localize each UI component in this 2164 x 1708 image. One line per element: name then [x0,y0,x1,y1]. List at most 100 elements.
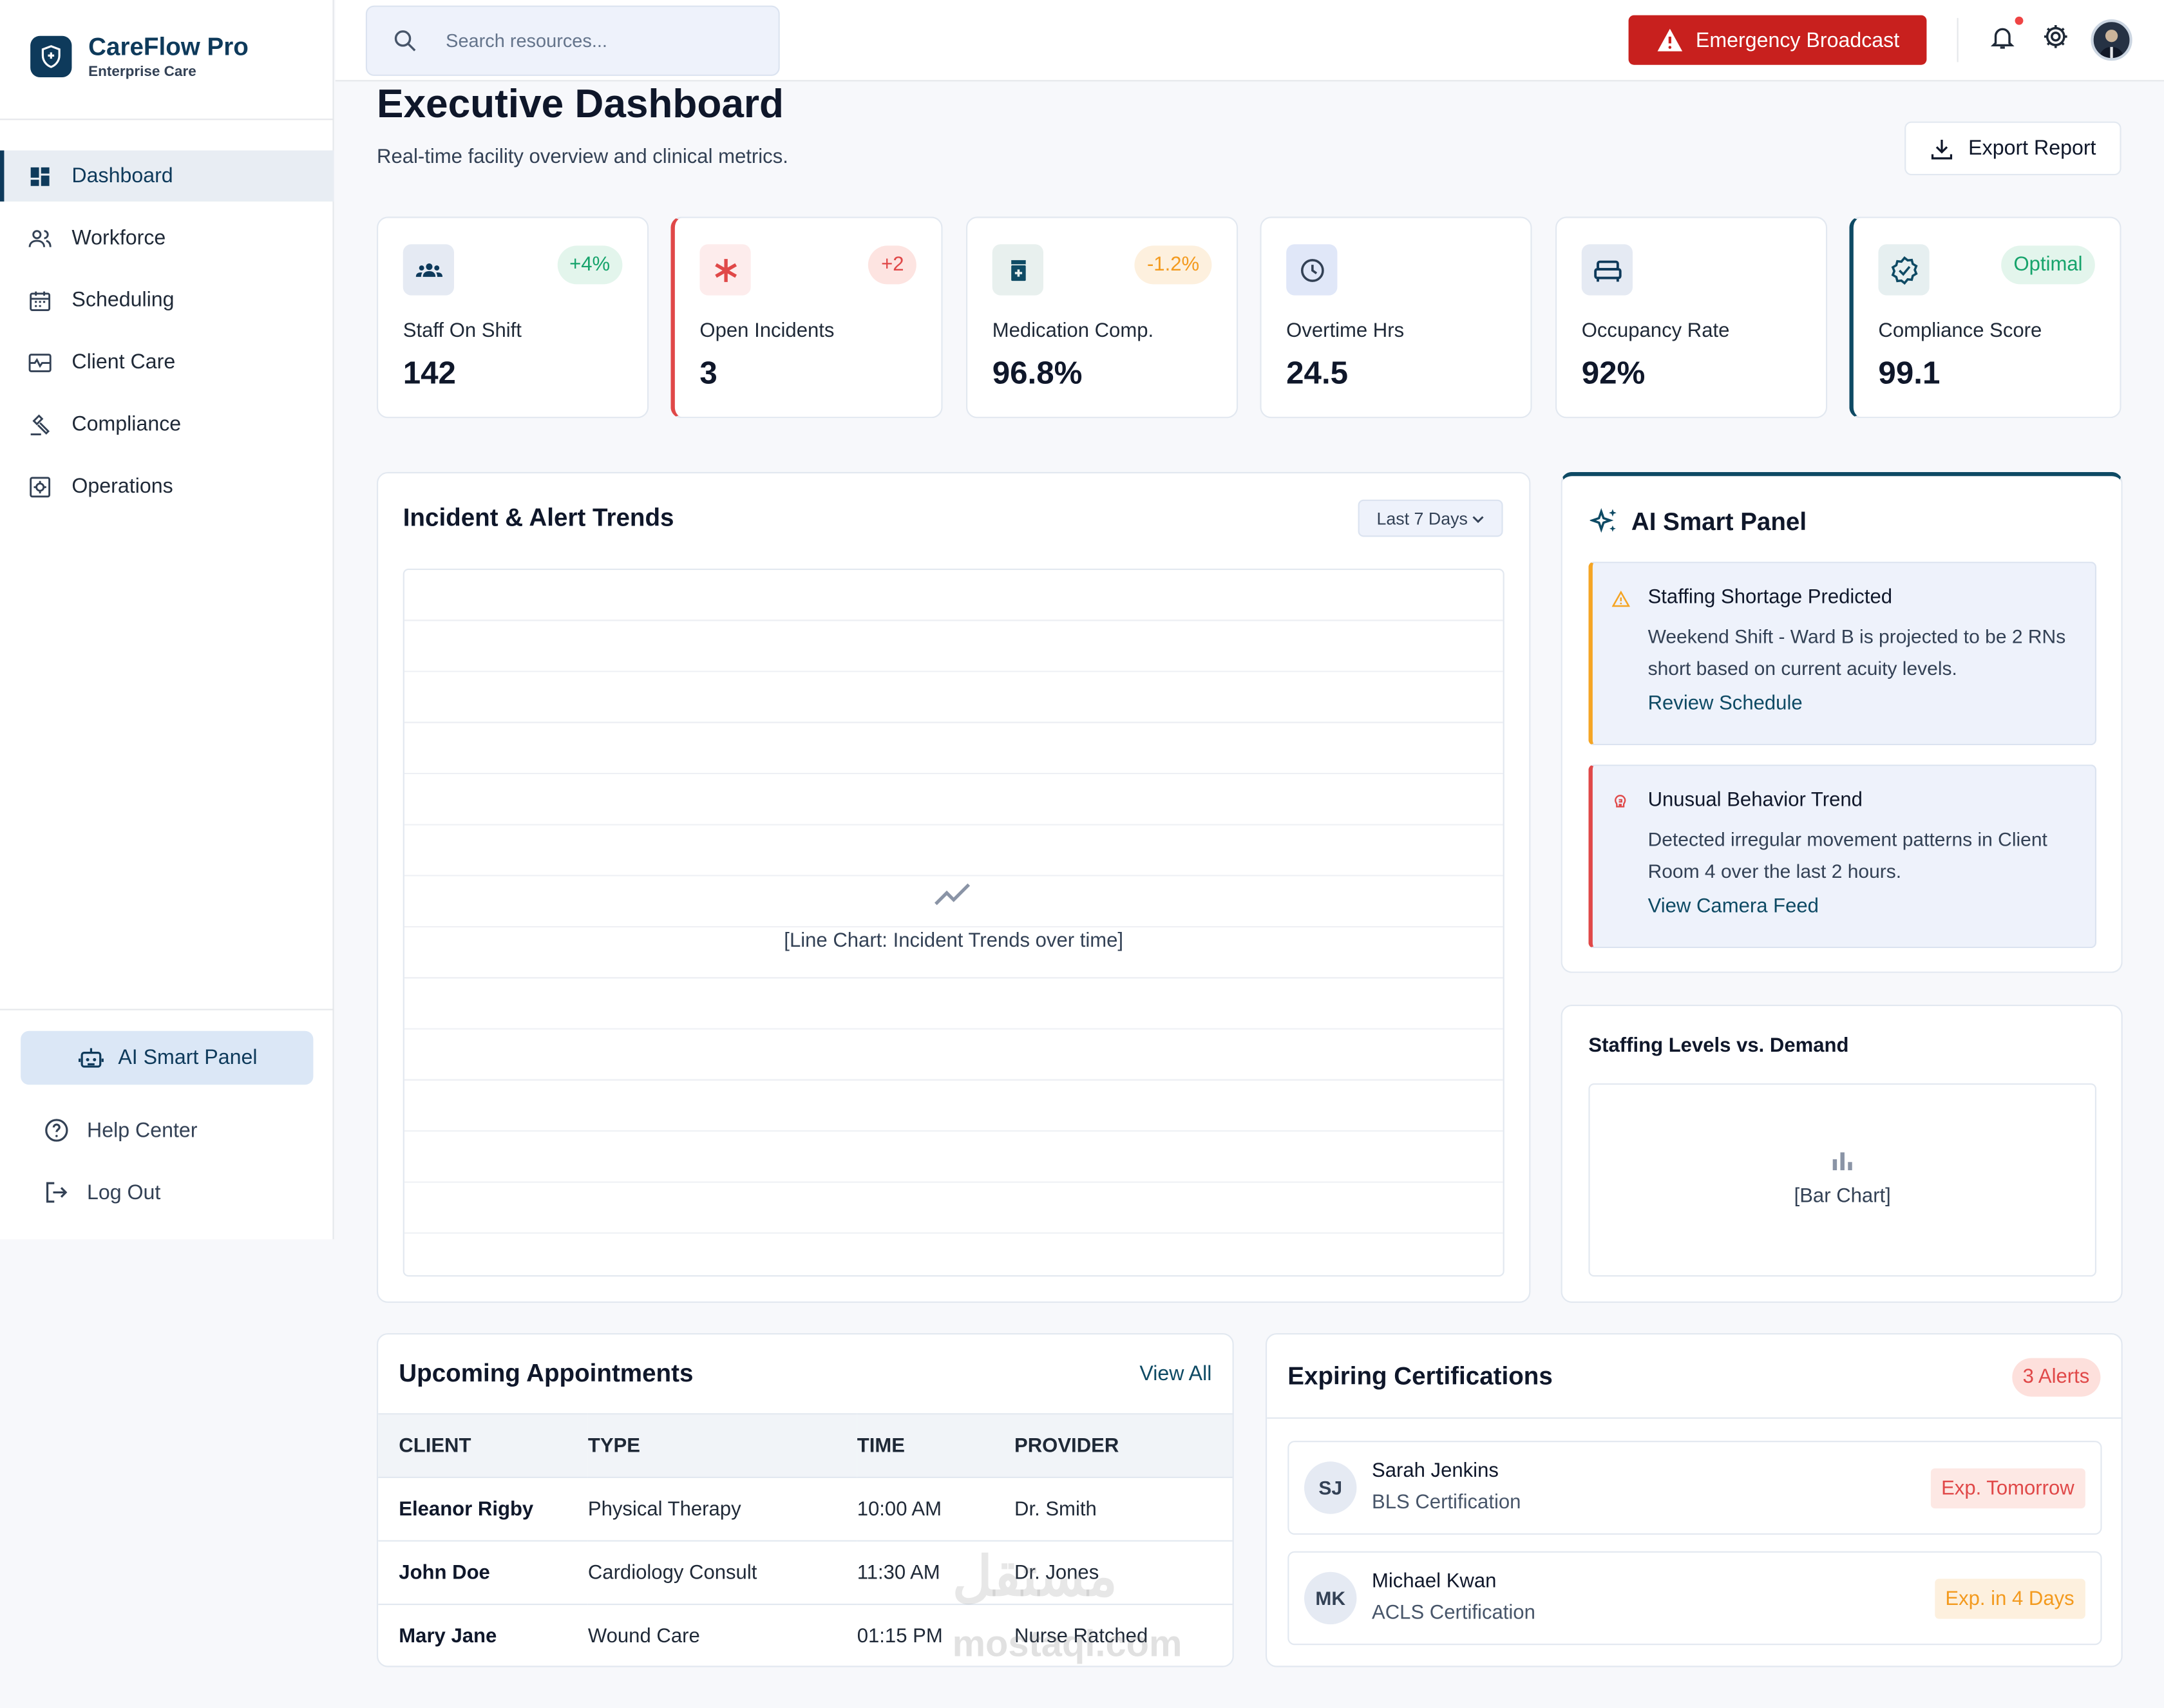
kpi-label: Staff On Shift [403,320,522,343]
certification-item[interactable]: MK Michael Kwan ACLS Certification Exp. … [1287,1551,2102,1646]
kpi-value: 92% [1581,354,1646,391]
brand-subtitle: Enterprise Care [88,63,196,81]
kpi-label: Compliance Score [1878,320,2042,343]
top-bar: Emergency Broadcast [335,0,2164,82]
page-subtitle: Real-time facility overview and clinical… [377,146,788,169]
alerts-count-badge: 3 Alerts [2011,1358,2101,1397]
avatar: SJ [1304,1461,1357,1514]
dashboard-icon [30,166,50,185]
sparkle-icon [1590,508,1617,533]
alert-title: Staffing Shortage Predicted [1647,586,1893,609]
emergency-broadcast-button[interactable]: Emergency Broadcast [1628,15,1927,65]
ai-alert-card[interactable]: Unusual Behavior Trend Detected irregula… [1588,764,2096,949]
export-report-button[interactable]: Export Report [1904,121,2121,176]
expiring-certifications-panel: Expiring Certifications 3 Alerts SJ Sara… [1265,1333,2123,1667]
provider-cell: Dr. Jones [1014,1541,1233,1606]
certification-item[interactable]: SJ Sarah Jenkins BLS Certification Exp. … [1287,1441,2102,1535]
brain-icon [1615,795,1626,808]
review-schedule-link[interactable]: Review Schedule [1647,692,1803,715]
search-input[interactable] [446,30,750,52]
brand-name: CareFlow Pro [88,33,249,61]
kpi-label: Medication Comp. [992,320,1154,343]
table-header-row: CLIENT TYPE TIME PROVIDER [378,1413,1233,1478]
sidebar-item-label: Dashboard [71,164,173,188]
search-icon [394,30,416,52]
type-cell: Wound Care [587,1604,857,1666]
kpi-trend-badge: +2 [868,245,916,285]
kpi-value: 24.5 [1286,354,1349,391]
user-avatar[interactable] [2091,19,2132,61]
divider [1957,17,1959,62]
bell-icon [1990,28,2015,49]
kpi-status-badge: Optimal [2001,245,2095,285]
panel-title: Upcoming Appointments [399,1359,694,1387]
table-row[interactable]: John Doe Cardiology Consult 11:30 AM Dr.… [378,1541,1233,1606]
certification-name: ACLS Certification [1372,1602,1535,1625]
ai-alert-card[interactable]: Staffing Shortage Predicted Weekend Shif… [1588,562,2096,746]
kpi-card-occupancy-rate[interactable]: Occupancy Rate 92% [1555,216,1828,419]
sidebar-item-label: Scheduling [71,288,175,312]
bed-icon [1581,244,1633,296]
sidebar-item-label: Compliance [71,412,182,437]
provider-cell: Dr. Smith [1014,1477,1233,1542]
time-cell: 10:00 AM [857,1477,1014,1542]
alert-body: Detected irregular movement patterns in … [1647,828,2047,882]
table-row[interactable]: Eleanor Rigby Physical Therapy 10:00 AM … [378,1477,1233,1542]
kpi-trend-badge: -1.2% [1134,245,1212,285]
expiry-badge: Exp. Tomorrow [1930,1468,2085,1509]
panel-title: Incident & Alert Trends [403,504,674,531]
divider [0,119,334,120]
gavel-icon [30,413,50,435]
avatar: MK [1304,1571,1357,1625]
certification-name: BLS Certification [1372,1492,1521,1514]
column-header[interactable]: TYPE [587,1413,857,1478]
sidebar-item-scheduling[interactable]: Scheduling [0,274,334,325]
table-row[interactable]: Mary Jane Wound Care 01:15 PM Nurse Ratc… [378,1604,1233,1666]
expiry-badge: Exp. in 4 Days [1934,1579,2085,1619]
date-range-select[interactable]: Last 7 Days [1358,499,1503,537]
brand[interactable]: CareFlow Pro Enterprise Care [30,33,249,80]
sidebar-item-client-care[interactable]: Client Care [0,337,334,388]
help-center-link[interactable]: Help Center [43,1117,198,1144]
column-header[interactable]: TIME [857,1413,1014,1478]
line-chart-placeholder: [Line Chart: Incident Trends over time] [403,568,1504,1277]
ai-smart-panel-label: AI Smart Panel [118,1046,258,1070]
kpi-card-open-incidents[interactable]: +2 Open Incidents 3 [670,216,943,419]
kpi-card-medication-compliance[interactable]: -1.2% Medication Comp. 96.8% [966,216,1239,419]
panel-title: Staffing Levels vs. Demand [1588,1035,1849,1058]
clock-icon [1286,244,1338,296]
view-all-link[interactable]: View All [1139,1362,1212,1386]
ai-smart-panel-button[interactable]: AI Smart Panel [21,1030,314,1085]
sidebar-item-workforce[interactable]: Workforce [0,213,334,263]
staff-name: Michael Kwan [1372,1570,1497,1593]
emergency-broadcast-label: Emergency Broadcast [1695,28,1900,52]
kpi-card-staff-on-shift[interactable]: +4% Staff On Shift 142 [377,216,649,419]
sidebar-item-label: Client Care [71,350,176,374]
verified-icon [1878,244,1930,296]
sidebar-item-operations[interactable]: Operations [0,461,334,512]
client-cell: Mary Jane [378,1604,588,1666]
search-box[interactable] [365,5,780,76]
sidebar-item-compliance[interactable]: Compliance [0,399,334,450]
view-camera-feed-link[interactable]: View Camera Feed [1647,895,1819,918]
help-center-label: Help Center [87,1118,198,1143]
monitor-heart-icon [28,353,52,372]
date-range-value: Last 7 Days [1376,508,1468,528]
bar-chart-placeholder: [Bar Chart] [1588,1083,2096,1277]
kpi-value: 96.8% [992,354,1083,391]
settings-button[interactable] [2041,22,2070,58]
asterisk-icon [699,244,751,296]
download-icon [1931,138,1953,159]
kpi-card-compliance-score[interactable]: Optimal Compliance Score 99.1 [1849,216,2121,419]
sidebar-item-dashboard[interactable]: Dashboard [0,150,334,202]
user-photo-icon [2093,22,2130,58]
column-header[interactable]: CLIENT [378,1413,588,1478]
notifications-button[interactable] [1989,22,2017,59]
log-out-label: Log Out [87,1181,161,1204]
log-out-link[interactable]: Log Out [43,1179,160,1206]
kpi-card-overtime-hours[interactable]: Overtime Hrs 24.5 [1260,216,1532,419]
kpi-label: Occupancy Rate [1581,320,1730,343]
type-cell: Cardiology Consult [587,1541,857,1606]
sidebar-item-label: Workforce [71,226,166,250]
column-header[interactable]: PROVIDER [1014,1413,1233,1478]
